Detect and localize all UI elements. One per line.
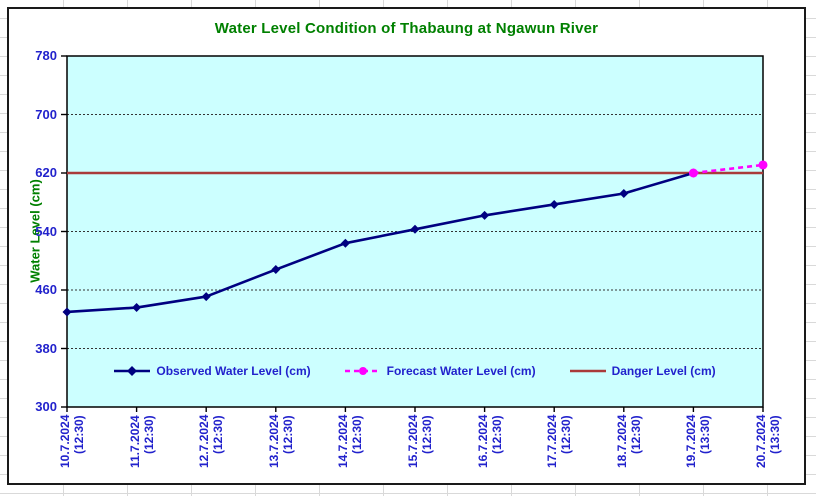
x-axis-category-label: 15.7.2024 (12:30) [406,415,434,469]
y-axis-tick-label: 780 [35,48,57,63]
y-axis-tick-label: 620 [35,165,57,180]
x-axis-category-label: 14.7.2024 (12:30) [336,415,365,469]
observed-series-icon [114,366,151,376]
y-axis-tick-label: 300 [35,399,57,414]
danger-level-icon [569,369,606,373]
y-axis-tick-label: 700 [35,106,57,122]
legend-entry-observed: Observed Water Level (cm) [114,364,311,378]
plot-canvas [61,55,768,412]
x-axis-category-labels: 10.7.2024 (12:30) 11.7.2024 (12:30) 12.7.2… [58,412,782,484]
legend-entry-forecast: Forecast Water Level (cm) [344,364,536,378]
y-axis-tick-label: 460 [35,282,57,297]
x-axis-category-label: 17.7.2024 (12:30) [545,415,574,469]
y-axis-tick-labels: 300 380 460 540 620 700 780 [15,48,57,414]
chart-title: Water Level Condition of Thabaung at Nga… [214,20,599,37]
legend-label-forecast: Forecast Water Level (cm) [386,364,536,378]
x-axis-category-label: 20.7.2024 (13:30) [754,415,782,469]
y-axis-tick-label: 540 [35,223,57,239]
chart-legend: Observed Water Level (cm) Forecast Water… [67,361,763,381]
x-axis-category-label: 18.7.2024 (12:30) [614,415,643,469]
y-axis-tick-label: 380 [35,340,57,356]
x-axis-category-label: 10.7.2024 (12:30) [58,415,86,469]
x-axis-category-label: 11.7.2024 (12:30) [127,415,156,468]
legend-entry-danger: Danger Level (cm) [569,364,716,378]
x-axis-category-label: 12.7.2024 (12:30) [197,415,226,469]
legend-label-danger: Danger Level (cm) [611,364,716,378]
legend-label-observed: Observed Water Level (cm) [156,364,311,378]
x-axis-category-label: 13.7.2024 (12:30) [266,415,295,469]
chart-container[interactable]: Water Level Condition of Thabaung at Nga… [7,7,806,485]
plot-area [61,55,768,412]
forecast-series-icon [344,367,381,375]
x-axis-category-label: 19.7.2024 (13:30) [684,415,713,469]
x-axis-category-label: 16.7.2024 (12:30) [475,415,504,469]
